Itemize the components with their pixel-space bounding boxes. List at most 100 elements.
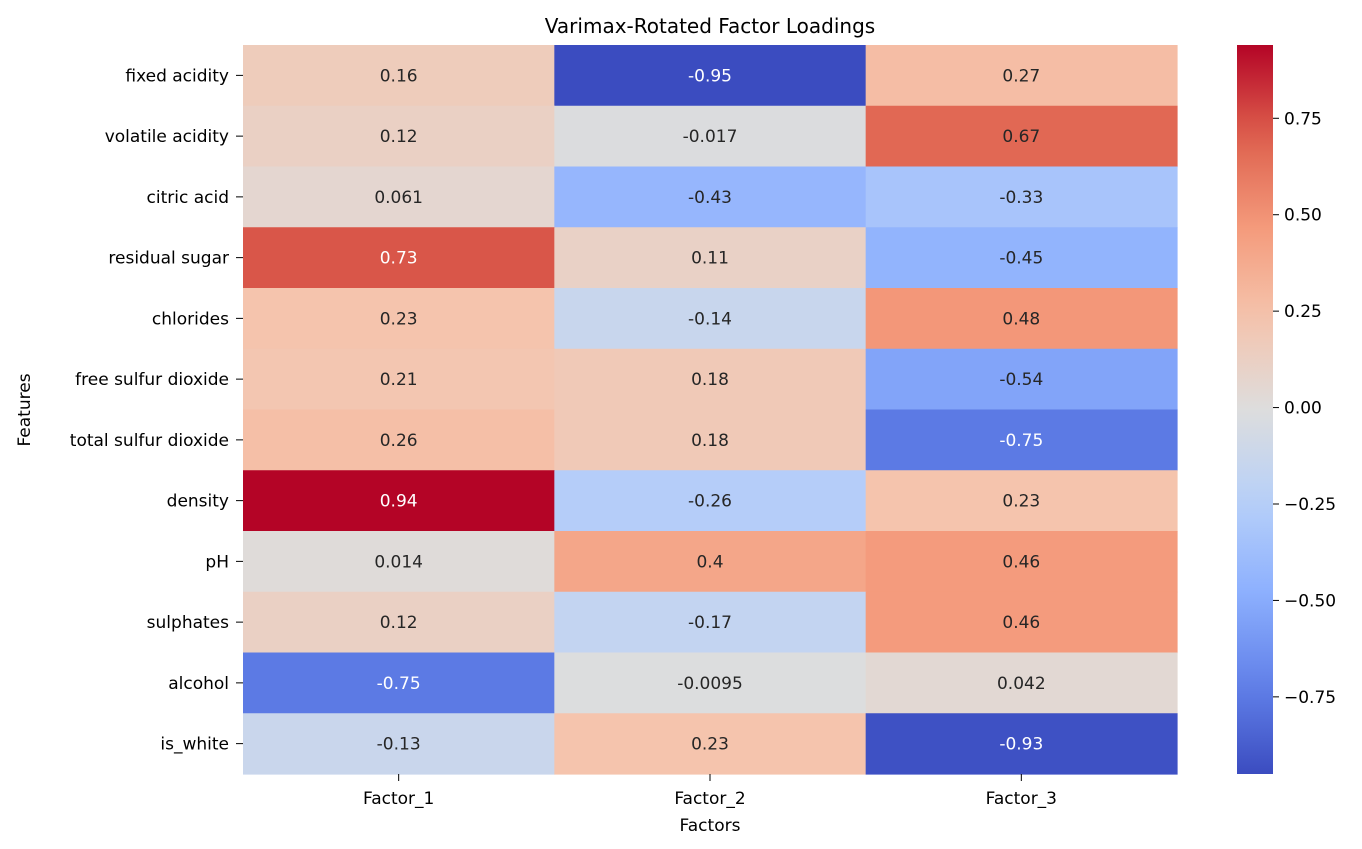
y-tick-label: volatile acidity	[105, 127, 229, 147]
heatmap-cell	[554, 652, 867, 714]
heatmap-cell	[865, 591, 1178, 654]
heatmap-cell	[243, 591, 555, 654]
heatmap-cell	[243, 105, 555, 168]
cell-value-label: -0.95	[688, 66, 732, 86]
heatmap-cells	[243, 45, 1178, 775]
y-tick-label: free sulfur dioxide	[75, 370, 229, 390]
heatmap-cell	[554, 288, 867, 350]
cell-value-label: 0.67	[1002, 127, 1040, 147]
colorbar-tick-label: −0.25	[1284, 495, 1336, 515]
heatmap-cell	[865, 288, 1178, 350]
cell-value-label: 0.94	[380, 492, 418, 512]
cell-value-label: 0.23	[1002, 492, 1040, 512]
heatmap-cell	[554, 591, 867, 654]
heatmap-cell	[865, 348, 1178, 411]
heatmap-cell	[865, 166, 1178, 228]
cell-value-label: 0.21	[380, 370, 418, 390]
heatmap-cell	[243, 409, 555, 471]
y-tick-label: chlorides	[152, 309, 229, 329]
y-tick-label: citric acid	[147, 188, 229, 208]
cell-value-label: -0.26	[688, 492, 732, 512]
heatmap-cell	[243, 45, 555, 107]
y-tick-label: density	[167, 492, 229, 512]
x-tick-label: Factor_2	[674, 789, 745, 809]
x-axis-label: Factors	[680, 816, 741, 836]
heatmap-cell	[554, 470, 867, 532]
colorbar-tick-label: −0.50	[1284, 591, 1336, 611]
heatmap-cell	[243, 227, 555, 289]
cell-value-label: 0.4	[696, 552, 723, 572]
cell-value-label: 0.26	[380, 431, 418, 451]
heatmap-cell	[554, 105, 867, 168]
heatmap-cell	[554, 166, 867, 228]
chart-title: Varimax-Rotated Factor Loadings	[545, 14, 875, 38]
cell-value-label: -0.0095	[677, 674, 743, 694]
cell-value-label: 0.042	[997, 674, 1046, 694]
y-tick-label: alcohol	[168, 674, 229, 694]
cell-value-label: 0.46	[1002, 552, 1040, 572]
heatmap-cell	[554, 409, 867, 471]
heatmap-cell	[865, 470, 1178, 532]
cell-value-label: 0.11	[691, 249, 729, 269]
cell-value-label: 0.16	[380, 66, 418, 86]
heatmap-cell	[865, 652, 1178, 714]
heatmap-cell	[243, 288, 555, 350]
colorbar: 0.75 0.50 0.25 0.00 −0.25 −0.50 −0.75	[1237, 45, 1336, 774]
y-axis-label: Features	[15, 373, 35, 446]
cell-value-label: -0.45	[999, 249, 1043, 269]
x-tick-label: Factor_3	[986, 789, 1057, 809]
colorbar-tick-label: 0.00	[1284, 399, 1322, 419]
colorbar-ticks: 0.75 0.50 0.25 0.00 −0.25 −0.50 −0.75	[1273, 109, 1336, 708]
heatmap-cell	[865, 105, 1178, 168]
colorbar-tick-label: 0.75	[1284, 109, 1322, 129]
heatmap-cell	[554, 713, 867, 775]
heatmap-cell	[865, 531, 1178, 593]
cell-value-label: -0.43	[688, 188, 732, 208]
x-tick-label: Factor_1	[363, 789, 434, 809]
heatmap-cell	[243, 470, 555, 532]
heatmap-cell	[243, 713, 555, 775]
cell-value-label: 0.23	[691, 735, 729, 755]
cell-value-label: 0.12	[380, 613, 418, 633]
y-tick-label: pH	[205, 552, 229, 572]
y-tick-label: is_white	[160, 735, 229, 755]
cell-value-label: -0.17	[688, 613, 732, 633]
cell-value-label: 0.46	[1002, 613, 1040, 633]
cell-value-label: 0.12	[380, 127, 418, 147]
cell-value-label: 0.061	[374, 188, 423, 208]
heatmap-cell	[554, 45, 867, 107]
heatmap-cell	[865, 713, 1178, 775]
cell-value-label: -0.33	[999, 188, 1043, 208]
heatmap-cell	[554, 348, 867, 411]
heatmap-cell	[554, 227, 867, 289]
cell-value-label: 0.18	[691, 370, 729, 390]
heatmap-cell	[243, 166, 555, 228]
cell-value-label: -0.017	[683, 127, 738, 147]
colorbar-tick-label: 0.50	[1284, 206, 1322, 226]
heatmap-cell	[243, 348, 555, 411]
cell-value-label: -0.75	[999, 431, 1043, 451]
cell-value-label: 0.48	[1002, 309, 1040, 329]
heatmap-cell	[865, 227, 1178, 289]
heatmap-cell	[865, 409, 1178, 471]
colorbar-tick-label: 0.25	[1284, 302, 1322, 322]
heatmap-cell	[554, 531, 867, 593]
y-tick-label: sulphates	[147, 613, 229, 633]
heatmap-cell-labels: 0.16 -0.95 0.27 0.12 -0.017 0.67 0.061 -0.43 -0.…	[374, 66, 1045, 754]
cell-value-label: -0.54	[999, 370, 1043, 390]
colorbar-tick-label: −0.75	[1284, 688, 1336, 708]
y-tick-label: residual sugar	[108, 249, 229, 269]
heatmap-cell	[243, 531, 555, 593]
cell-value-label: -0.75	[377, 674, 421, 694]
cell-value-label: -0.13	[377, 735, 421, 755]
y-axis-ticks: fixed acidity volatile acidity citric acid…	[70, 66, 243, 755]
cell-value-label: 0.27	[1002, 66, 1040, 86]
cell-value-label: 0.18	[691, 431, 729, 451]
cell-value-label: 0.73	[380, 249, 418, 269]
heatmap-cell	[243, 652, 555, 714]
y-tick-label: fixed acidity	[125, 66, 229, 86]
x-axis-ticks: Factor_1 Factor_2 Factor_3	[363, 774, 1057, 809]
colorbar-gradient	[1237, 45, 1273, 774]
y-tick-label: total sulfur dioxide	[70, 431, 229, 451]
